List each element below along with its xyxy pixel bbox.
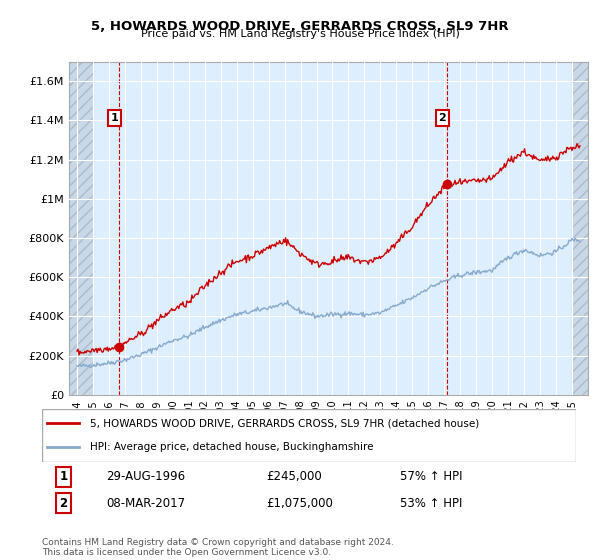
Text: 1: 1	[111, 113, 119, 123]
Text: 5, HOWARDS WOOD DRIVE, GERRARDS CROSS, SL9 7HR (detached house): 5, HOWARDS WOOD DRIVE, GERRARDS CROSS, S…	[90, 418, 479, 428]
Text: 2: 2	[439, 113, 446, 123]
Bar	[572, 62, 588, 395]
Text: 29-AUG-1996: 29-AUG-1996	[106, 470, 185, 483]
Text: 1: 1	[59, 470, 67, 483]
Text: 53% ↑ HPI: 53% ↑ HPI	[400, 497, 462, 510]
Text: HPI: Average price, detached house, Buckinghamshire: HPI: Average price, detached house, Buck…	[90, 442, 374, 452]
Text: Price paid vs. HM Land Registry's House Price Index (HPI): Price paid vs. HM Land Registry's House …	[140, 29, 460, 39]
Text: 2: 2	[59, 497, 67, 510]
Text: £1,075,000: £1,075,000	[266, 497, 333, 510]
Bar	[69, 62, 93, 395]
Bar	[572, 62, 588, 395]
FancyBboxPatch shape	[42, 409, 576, 462]
Text: Contains HM Land Registry data © Crown copyright and database right 2024.
This d: Contains HM Land Registry data © Crown c…	[42, 538, 394, 557]
Text: £245,000: £245,000	[266, 470, 322, 483]
Text: 57% ↑ HPI: 57% ↑ HPI	[400, 470, 462, 483]
Text: 5, HOWARDS WOOD DRIVE, GERRARDS CROSS, SL9 7HR: 5, HOWARDS WOOD DRIVE, GERRARDS CROSS, S…	[91, 20, 509, 32]
Text: 08-MAR-2017: 08-MAR-2017	[106, 497, 185, 510]
Bar	[69, 62, 93, 395]
